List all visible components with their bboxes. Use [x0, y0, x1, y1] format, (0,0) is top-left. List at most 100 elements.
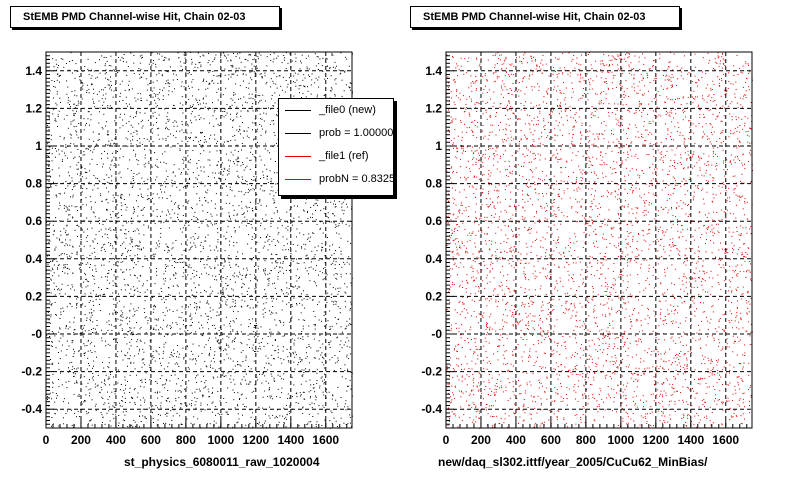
hit-point: [53, 181, 54, 183]
hit-point: [94, 106, 96, 108]
hit-point: [159, 88, 161, 90]
hit-point: [169, 213, 171, 215]
hit-point: [176, 332, 178, 334]
hit-point: [91, 341, 93, 343]
hit-point: [88, 181, 90, 183]
hit-point: [310, 384, 312, 386]
hit-point: [109, 371, 111, 373]
hit-point: [224, 296, 226, 298]
hit-point: [94, 328, 96, 330]
hit-point: [81, 259, 83, 261]
hit-point: [111, 330, 113, 331]
hit-point: [297, 286, 299, 288]
hit-point: [90, 308, 92, 310]
hit-point: [254, 351, 255, 352]
hit-point: [242, 253, 244, 255]
hit-point: [70, 106, 71, 108]
hit-point: [302, 407, 304, 409]
hit-point: [324, 373, 325, 375]
hit-point: [205, 385, 207, 387]
hit-point: [65, 326, 67, 327]
hit-point: [213, 361, 215, 363]
hit-point: [297, 196, 299, 198]
hit-point: [100, 329, 102, 331]
hit-point: [332, 54, 334, 56]
hit-point: [98, 139, 100, 141]
hit-point: [265, 237, 267, 238]
hit-point: [276, 417, 278, 419]
hit-point: [101, 98, 103, 100]
hit-point: [226, 140, 228, 142]
hit-point: [158, 114, 160, 116]
hit-point: [327, 292, 329, 294]
hit-point: [174, 181, 176, 183]
hit-point: [151, 90, 153, 92]
hit-point: [66, 254, 68, 255]
hit-point: [89, 420, 91, 422]
hit-point: [232, 389, 234, 391]
hit-point: [189, 332, 191, 334]
hit-point: [49, 222, 51, 224]
hit-point: [254, 214, 256, 216]
hit-point: [250, 299, 252, 300]
hit-point: [177, 286, 179, 288]
hit-point: [276, 114, 278, 116]
hit-point: [680, 231, 682, 233]
hit-point: [170, 375, 172, 376]
hit-point: [108, 242, 110, 244]
hit-point: [53, 258, 55, 260]
hit-point: [79, 206, 81, 208]
hit-point: [85, 394, 87, 396]
hit-point: [70, 137, 72, 139]
hit-point: [313, 232, 315, 234]
hit-point: [118, 56, 119, 58]
hit-point: [106, 174, 108, 176]
hit-point: [510, 73, 512, 75]
hit-point: [707, 320, 708, 322]
hit-point: [224, 168, 226, 170]
hit-point: [154, 306, 156, 308]
hit-point: [140, 404, 142, 406]
hit-point: [60, 372, 61, 374]
hit-point: [111, 89, 112, 91]
hit-point: [234, 341, 235, 342]
hit-point: [305, 267, 307, 269]
hit-point: [293, 205, 295, 207]
hit-point: [121, 314, 123, 316]
hit-point: [253, 156, 255, 158]
hit-point: [105, 57, 107, 58]
y-tick-label: 0.2: [25, 289, 42, 303]
hit-point: [164, 151, 166, 153]
hit-point: [172, 171, 174, 173]
hit-point: [89, 343, 91, 345]
hit-point: [89, 395, 90, 397]
hit-point: [120, 319, 122, 321]
hit-point: [536, 64, 538, 66]
hit-point: [140, 326, 142, 328]
hit-point: [223, 170, 225, 172]
hit-point: [321, 352, 323, 354]
hit-point: [185, 72, 187, 74]
hit-point: [253, 139, 255, 141]
hit-point: [135, 130, 137, 132]
hit-point: [318, 340, 320, 342]
hit-point: [54, 248, 56, 250]
hit-point: [73, 113, 75, 115]
y-tick-label: 0.8: [25, 177, 42, 191]
hit-point: [136, 146, 138, 148]
hit-point: [183, 266, 184, 268]
hit-point: [175, 273, 177, 275]
hit-point: [128, 84, 129, 86]
hit-point: [236, 144, 238, 146]
hit-point: [65, 325, 67, 327]
hit-point: [697, 286, 699, 288]
hit-point: [285, 80, 287, 81]
hit-point: [77, 137, 79, 139]
hit-point: [286, 86, 288, 88]
hit-point: [115, 371, 117, 373]
hit-point: [243, 213, 244, 215]
hit-point: [300, 361, 301, 363]
hit-point: [74, 77, 76, 79]
hit-point: [317, 350, 319, 352]
hit-point: [169, 83, 171, 85]
